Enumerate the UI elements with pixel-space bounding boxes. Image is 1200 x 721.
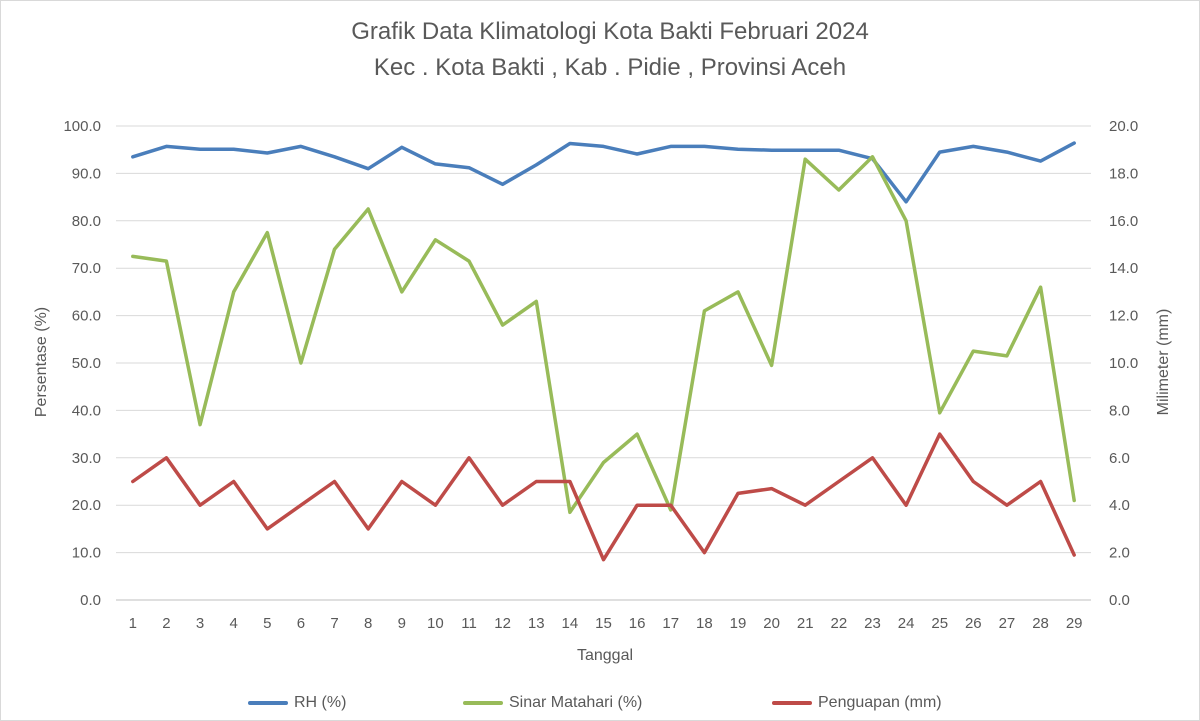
- x-tick-label: 1: [129, 615, 137, 632]
- legend-item-rh: RH (%): [248, 690, 346, 716]
- y-left-tick-label: 60.0: [72, 308, 101, 325]
- x-tick-label: 24: [898, 615, 915, 632]
- series-line-2: [131, 432, 1076, 562]
- x-tick-label: 19: [730, 615, 747, 632]
- y-right-tick-label: 12.0: [1109, 308, 1138, 325]
- x-tick-label: 6: [297, 615, 305, 632]
- y-axis-left-title: Persentase (%): [33, 307, 50, 417]
- y-right-tick-label: 16.0: [1109, 213, 1138, 230]
- x-tick-label: 21: [797, 615, 814, 632]
- x-tick-label: 23: [864, 615, 881, 632]
- legend-swatch-rh: [248, 701, 288, 705]
- series-line-1: [131, 155, 1076, 515]
- y-right-tick-label: 18.0: [1109, 165, 1138, 182]
- x-tick-label: 22: [831, 615, 848, 632]
- x-tick-label: 16: [629, 615, 646, 632]
- chart-legend: RH (%) Sinar Matahari (%) Penguapan (mm): [0, 690, 1200, 716]
- legend-item-sinar-matahari: Sinar Matahari (%): [463, 690, 642, 716]
- x-tick-label: 25: [931, 615, 948, 632]
- x-tick-label: 12: [494, 615, 511, 632]
- legend-label-rh: RH (%): [294, 694, 347, 711]
- x-tick-label: 3: [196, 615, 204, 632]
- x-axis-title: Tanggal: [577, 647, 633, 664]
- y-left-tick-label: 70.0: [72, 260, 101, 277]
- chart-subtitle: Kec . Kota Bakti , Kab . Pidie , Provins…: [373, 54, 847, 81]
- x-tick-label: 9: [398, 615, 406, 632]
- y-right-tick-label: 14.0: [1109, 260, 1138, 277]
- x-tick-label: 5: [263, 615, 271, 632]
- y-left-tick-label: 10.0: [72, 545, 101, 562]
- x-tick-label: 14: [562, 615, 579, 632]
- y-left-tick-label: 40.0: [72, 402, 101, 419]
- y-left-tick-label: 80.0: [72, 213, 101, 230]
- y-left-tick-label: 30.0: [72, 450, 101, 467]
- legend-swatch-penguapan: [772, 701, 812, 705]
- x-tick-label: 8: [364, 615, 372, 632]
- x-tick-label: 17: [662, 615, 679, 632]
- y-right-tick-label: 10.0: [1109, 355, 1138, 372]
- legend-label-sinar-matahari: Sinar Matahari (%): [509, 694, 643, 711]
- x-tick-label: 11: [461, 615, 477, 632]
- y-left-tick-label: 20.0: [72, 497, 101, 514]
- y-right-tick-label: 4.0: [1109, 497, 1130, 514]
- x-tick-label: 26: [965, 615, 982, 632]
- x-tick-label: 7: [330, 615, 338, 632]
- y-right-tick-label: 8.0: [1109, 402, 1130, 419]
- y-right-tick-label: 20.0: [1109, 118, 1138, 135]
- chart-title: Grafik Data Klimatologi Kota Bakti Febru…: [351, 18, 869, 45]
- y-left-tick-label: 90.0: [72, 165, 101, 182]
- x-tick-label: 10: [427, 615, 444, 632]
- y-right-tick-label: 0.0: [1109, 592, 1130, 609]
- y-left-tick-label: 0.0: [80, 592, 101, 609]
- x-tick-label: 2: [162, 615, 170, 632]
- y-right-tick-label: 2.0: [1109, 545, 1130, 562]
- y-right-tick-label: 6.0: [1109, 450, 1130, 467]
- y-left-tick-label: 50.0: [72, 355, 101, 372]
- x-tick-label: 13: [528, 615, 545, 632]
- x-tick-label: 20: [763, 615, 780, 632]
- y-axis-right-title: Milimeter (mm): [1155, 309, 1172, 416]
- x-tick-label: 4: [230, 615, 238, 632]
- legend-label-penguapan: Penguapan (mm): [818, 694, 942, 711]
- x-tick-label: 27: [999, 615, 1016, 632]
- legend-swatch-sinar-matahari: [463, 701, 503, 705]
- legend-item-penguapan: Penguapan (mm): [772, 690, 942, 716]
- x-tick-label: 18: [696, 615, 713, 632]
- x-tick-label: 28: [1032, 615, 1049, 632]
- y-left-tick-label: 100.0: [63, 118, 101, 135]
- series-line-0: [131, 141, 1076, 204]
- x-tick-label: 15: [595, 615, 612, 632]
- x-tick-label: 29: [1066, 615, 1083, 632]
